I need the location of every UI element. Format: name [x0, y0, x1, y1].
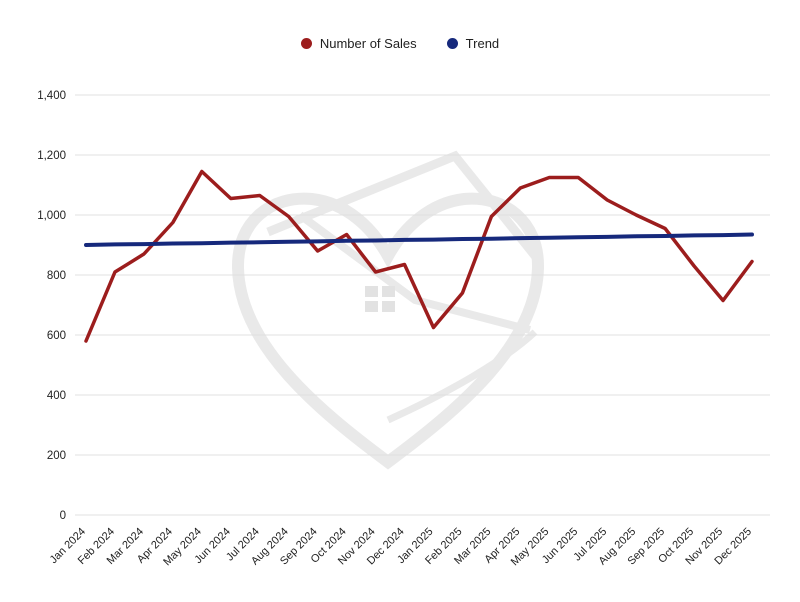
legend-label: Trend [465, 36, 500, 51]
gridlines [75, 94, 770, 516]
series-line-trend [84, 232, 754, 247]
legend-label: Number of Sales [319, 36, 417, 51]
legend-dot-trend-icon [446, 38, 458, 49]
watermark-logo-icon [231, 150, 545, 470]
y-tick-label: 1,000 [37, 210, 66, 222]
series-lines [84, 169, 754, 343]
y-tick-label: 600 [47, 330, 66, 342]
watermark-window-icon [365, 286, 395, 312]
y-tick-label: 200 [47, 450, 66, 462]
chart-legend: Number of Sales Trend [0, 36, 800, 51]
legend-dot-number-of-sales-icon [300, 38, 312, 49]
y-tick-label: 0 [60, 510, 66, 522]
y-tick-label: 1,400 [37, 90, 66, 102]
y-axis-labels: 0 200 400 600 800 1,000 1,200 1,400 [37, 90, 66, 522]
y-tick-label: 400 [47, 390, 66, 402]
legend-item-number-of-sales[interactable]: Number of Sales [300, 36, 417, 51]
series-line-number-of-sales [84, 169, 754, 343]
legend-item-trend[interactable]: Trend [446, 36, 500, 51]
y-tick-label: 800 [47, 270, 66, 282]
y-tick-label: 1,200 [37, 150, 66, 162]
